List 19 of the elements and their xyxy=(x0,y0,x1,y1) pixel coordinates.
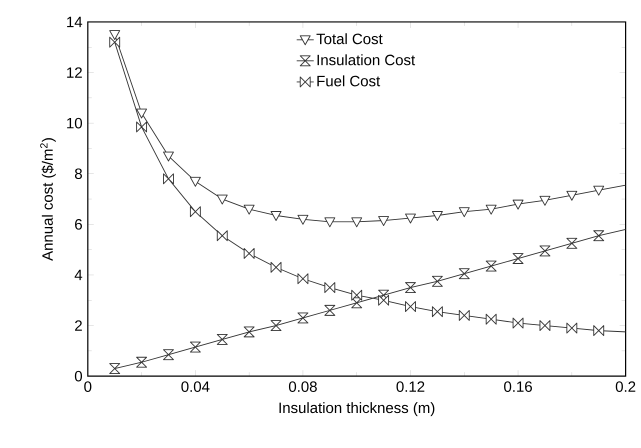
y-tick-label: 8 xyxy=(74,168,82,180)
y-tick-label: 6 xyxy=(75,219,82,230)
y-tick-label: 4 xyxy=(74,270,82,280)
legend-label: Total Cost xyxy=(316,33,383,44)
x-axis-title: Insulation thickness (m) xyxy=(279,402,434,416)
x-tick-label: 0.04 xyxy=(181,381,210,392)
x-tick-label: 0 xyxy=(84,381,92,392)
x-tick-label: 0.16 xyxy=(504,381,532,392)
legend-label: Fuel Cost xyxy=(317,75,380,86)
y-tick-label: 14 xyxy=(67,16,82,28)
y-tick-label: 0 xyxy=(74,370,82,382)
y-axis-title: Annual cost ($/m$^{2}$) xyxy=(40,138,56,261)
y-tick-label: 10 xyxy=(67,118,82,128)
x-tick-label: 0.12 xyxy=(396,381,424,392)
x-tick-label: 0.08 xyxy=(288,381,317,392)
legend-label: Insulation Cost xyxy=(318,54,416,66)
y-tick-label: 2 xyxy=(75,320,82,331)
y-tick-label: 12 xyxy=(67,67,82,78)
x-tick-label: 0.2 xyxy=(616,381,636,392)
